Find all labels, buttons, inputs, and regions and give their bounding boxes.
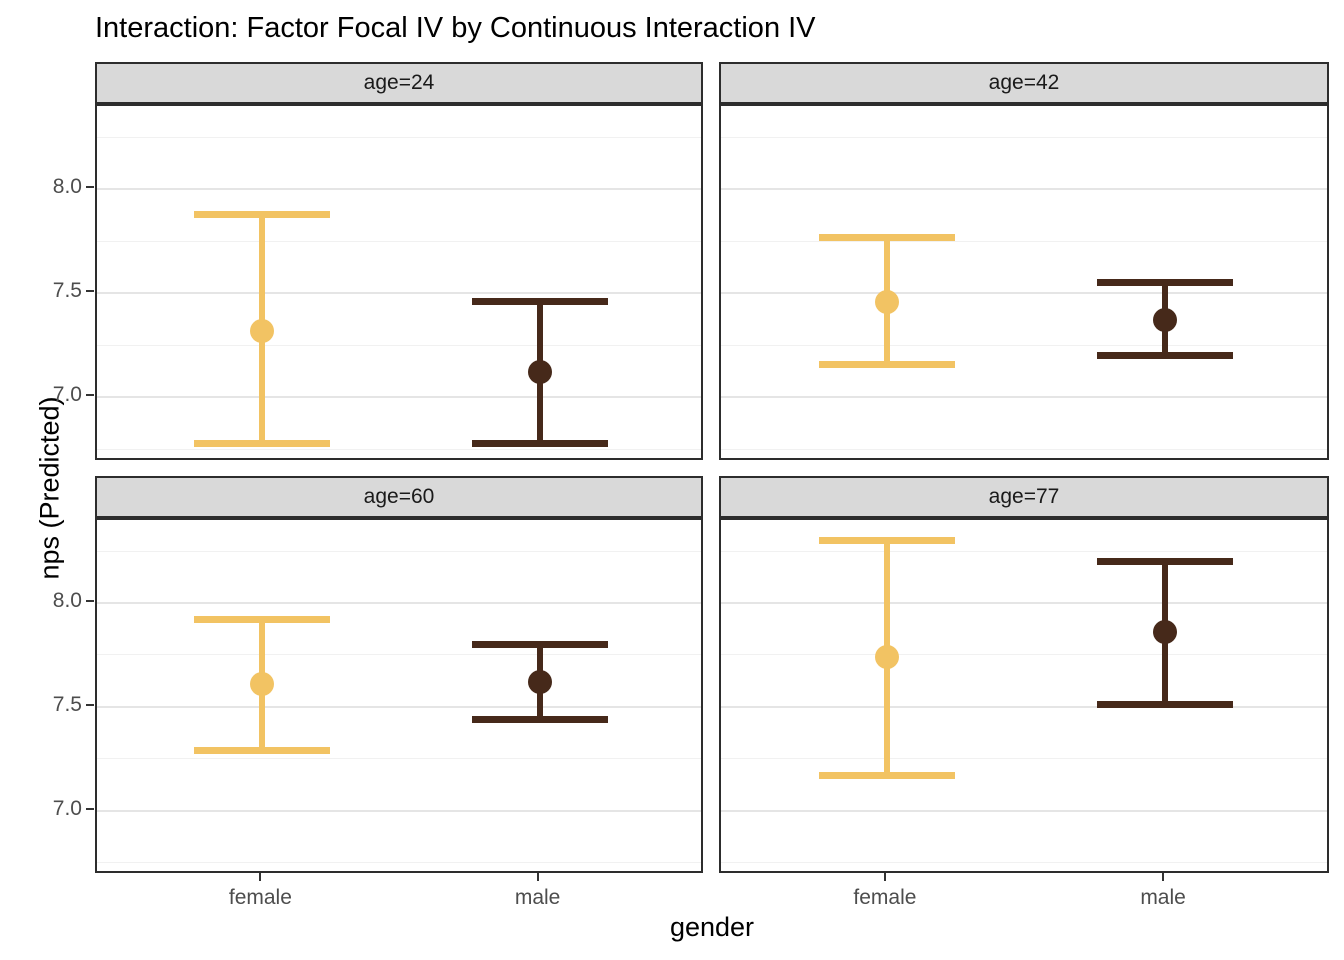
- gridline-major: [97, 809, 701, 812]
- gridline-minor: [97, 136, 701, 138]
- errorbar-cap-lower: [471, 715, 608, 723]
- errorbar-cap-lower: [1097, 701, 1234, 709]
- point-male: [1153, 620, 1178, 645]
- gridline-major: [721, 396, 1327, 399]
- gridline-major: [721, 292, 1327, 295]
- x-tick-label-male: male: [1140, 886, 1186, 909]
- point-female: [250, 672, 275, 696]
- gridline-major: [721, 809, 1327, 812]
- y-tick-mark: [86, 394, 94, 397]
- gridline-minor: [721, 758, 1327, 760]
- gridline-minor: [721, 344, 1327, 346]
- gridline-minor: [721, 862, 1327, 864]
- facet-label: age=24: [363, 71, 435, 94]
- x-tick-label-female: female: [853, 886, 917, 909]
- facet-strip-age-77: age=77: [719, 476, 1329, 518]
- gridline-minor: [721, 550, 1327, 552]
- x-tick-label-female: female: [228, 886, 292, 909]
- y-tick-label: 8.0: [52, 589, 82, 613]
- y-tick-mark: [86, 290, 94, 293]
- gridline-major: [721, 602, 1327, 605]
- x-tick-label-male: male: [514, 886, 561, 909]
- point-male: [527, 669, 552, 694]
- gridline-major: [97, 396, 701, 399]
- gridline-major: [97, 602, 701, 605]
- gridline-minor: [97, 449, 701, 450]
- errorbar-cap-upper: [194, 616, 331, 624]
- y-tick-mark: [86, 186, 94, 189]
- gridline-minor: [97, 550, 701, 552]
- facet-panel-age-60: [95, 518, 703, 873]
- errorbar-cap-upper: [1097, 279, 1234, 287]
- facet-panel-age-77: [719, 518, 1329, 873]
- errorbar-cap-lower: [471, 439, 608, 447]
- errorbar-cap-upper: [194, 210, 331, 218]
- errorbar-cap-upper: [818, 537, 955, 545]
- errorbar-cap-lower: [194, 746, 331, 754]
- y-tick-mark: [86, 807, 94, 810]
- gridline-major: [97, 188, 701, 191]
- gridline-major: [721, 705, 1327, 708]
- y-tick-label: 7.5: [52, 692, 82, 716]
- facet-label: age=77: [988, 485, 1060, 508]
- gridline-major: [97, 292, 701, 295]
- point-female: [874, 645, 899, 670]
- gridline-minor: [97, 240, 701, 242]
- gridline-minor: [97, 654, 701, 656]
- gridline-minor: [721, 654, 1327, 656]
- y-tick-label: 7.0: [52, 383, 82, 407]
- errorbar-cap-upper: [471, 641, 608, 649]
- chart-title: Interaction: Factor Focal IV by Continuo…: [95, 12, 816, 44]
- facet-strip-age-42: age=42: [719, 62, 1329, 104]
- facet-strip-age-60: age=60: [95, 476, 703, 518]
- gridline-minor: [97, 862, 701, 864]
- errorbar-cap-lower: [818, 360, 955, 368]
- errorbar-cap-lower: [194, 439, 331, 447]
- facet-panel-age-42: [719, 104, 1329, 460]
- x-axis-title: gender: [669, 912, 755, 942]
- y-tick-mark: [86, 600, 94, 603]
- point-female: [874, 289, 899, 314]
- gridline-minor: [97, 344, 701, 346]
- errorbar-cap-upper: [471, 298, 608, 306]
- errorbar-cap-lower: [818, 771, 955, 779]
- errorbar-cap-upper: [1097, 558, 1234, 566]
- y-tick-label: 7.0: [52, 796, 82, 820]
- facet-panel-age-24: [95, 104, 703, 460]
- errorbar-cap-lower: [1097, 352, 1234, 360]
- gridline-major: [721, 188, 1327, 191]
- facet-strip-age-24: age=24: [95, 62, 703, 104]
- point-female: [250, 318, 275, 343]
- gridline-minor: [721, 449, 1327, 450]
- y-tick-mark: [86, 703, 94, 706]
- y-axis-title: nps (Predicted): [34, 396, 65, 580]
- point-male: [1153, 308, 1178, 333]
- x-tick-mark: [536, 873, 539, 881]
- x-tick-mark: [1162, 873, 1165, 881]
- x-tick-mark: [259, 873, 262, 881]
- gridline-major: [97, 705, 701, 708]
- facet-label: age=42: [988, 71, 1060, 94]
- gridline-minor: [721, 136, 1327, 138]
- y-tick-label: 8.0: [52, 175, 82, 199]
- x-tick-mark: [883, 873, 886, 881]
- gridline-minor: [97, 758, 701, 760]
- facet-label: age=60: [363, 485, 435, 508]
- errorbar-cap-upper: [818, 233, 955, 241]
- y-tick-label: 7.5: [52, 279, 82, 303]
- point-male: [527, 360, 552, 385]
- gridline-minor: [721, 240, 1327, 242]
